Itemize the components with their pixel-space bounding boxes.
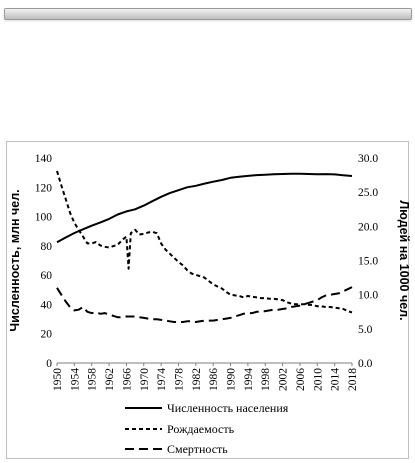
x-tick-label: 1950 <box>52 368 64 391</box>
y-left-tick-label: 120 <box>35 182 53 194</box>
y-left-tick-label: 140 <box>35 153 53 165</box>
y-right-tick-label: 15.0 <box>358 256 378 268</box>
y-right-tick-label: 20.0 <box>358 221 378 233</box>
legend-label-3: Смертность <box>167 442 228 456</box>
series-line-1 <box>56 172 353 244</box>
x-tick-label: 1966 <box>121 368 133 391</box>
x-tick-label: 2014 <box>330 368 342 391</box>
y-right-tick-label: 25.0 <box>358 187 378 199</box>
series-line-3 <box>56 286 353 323</box>
y-left-tick-label: 100 <box>35 212 53 224</box>
x-tick-label: 1974 <box>156 368 168 391</box>
x-tick-label: 1986 <box>208 368 220 391</box>
chart-frame <box>6 141 409 459</box>
x-tick-label: 1978 <box>173 368 185 391</box>
x-tick-label: 2006 <box>295 368 307 391</box>
y-right-tick-label: 5.0 <box>358 324 373 336</box>
top-toolbar-bar <box>4 8 412 20</box>
x-tick-label: 1994 <box>243 368 255 391</box>
y-left-tick-label: 20 <box>41 329 53 341</box>
y-left-tick-label: 0 <box>46 358 52 370</box>
y-left-tick-label: 60 <box>41 270 53 282</box>
legend-label-1: Численность населения <box>167 401 289 415</box>
y-right-tick-label: 0.0 <box>358 358 373 370</box>
legend-label-2: Рождаемость <box>167 422 235 436</box>
x-tick-label: 1998 <box>260 368 272 391</box>
x-tick-label: 2018 <box>347 368 359 391</box>
x-tick-label: 1990 <box>226 368 238 391</box>
y-left-tick-label: 80 <box>41 241 53 253</box>
x-tick-label: 1970 <box>139 368 151 391</box>
y-right-tick-label: 10.0 <box>358 290 378 302</box>
x-tick-label: 1958 <box>87 368 99 391</box>
y-right-tick-label: 30.0 <box>358 153 378 165</box>
y-left-tick-label: 40 <box>41 299 53 311</box>
x-tick-label: 1954 <box>69 368 81 391</box>
x-tick-label: 1982 <box>191 368 203 391</box>
y-right-axis-title: Людей на 1000 чел. <box>397 200 411 320</box>
x-tick-label: 1962 <box>104 368 116 391</box>
y-left-axis-title: Численность, млн чел. <box>8 189 22 331</box>
x-tick-label: 2010 <box>312 368 324 391</box>
series-line-2 <box>56 170 353 314</box>
x-tick-label: 2002 <box>278 368 290 391</box>
